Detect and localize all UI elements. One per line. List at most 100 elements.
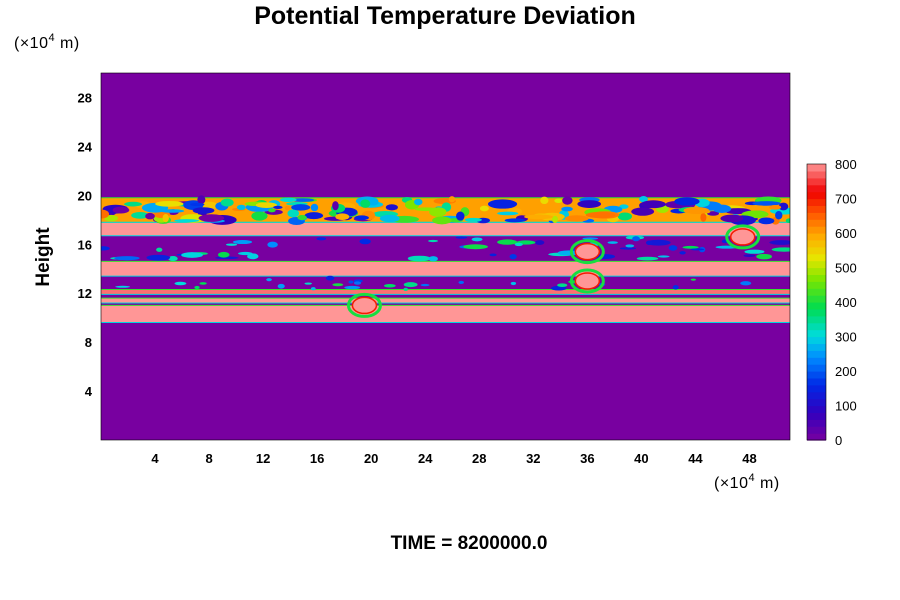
turbulent-blob xyxy=(674,197,700,206)
turbulent-blob xyxy=(268,208,276,213)
mid-blob xyxy=(428,256,438,262)
mid-blob xyxy=(455,236,468,239)
turbulent-blob xyxy=(752,201,781,206)
mid-blob xyxy=(497,239,518,245)
layer-0 xyxy=(101,305,790,323)
turbulent-blob xyxy=(360,199,371,208)
mid-blob xyxy=(489,253,497,257)
mid-blob xyxy=(607,241,618,244)
x-tick-label: 16 xyxy=(310,451,324,466)
colorbar-segment xyxy=(807,315,826,324)
colorbar-segment xyxy=(807,281,826,289)
turbulent-structures xyxy=(101,195,790,292)
turbulent-blob xyxy=(778,202,789,211)
mid-blob xyxy=(619,247,637,250)
colorbar-frame xyxy=(806,163,827,441)
turbulent-blob xyxy=(769,204,782,210)
x-axis-ticks: 4 8 12 16 20 24 28 32 36 40 44 48 xyxy=(151,451,756,466)
turbulent-blob xyxy=(758,217,775,225)
colorbar-tick-label: 700 xyxy=(835,192,857,207)
y-tick-label: 28 xyxy=(78,90,92,105)
mid-blob xyxy=(146,254,171,261)
turbulent-blob xyxy=(284,205,291,211)
low-blob xyxy=(174,281,187,286)
y-unit-label: (×104 m) xyxy=(14,32,80,52)
feature-core-2 xyxy=(351,296,378,315)
turbulent-blob xyxy=(554,198,563,204)
mid-blob xyxy=(267,241,278,248)
mid-blob xyxy=(471,237,483,242)
x-tick-label: 36 xyxy=(580,451,594,466)
mid-blob xyxy=(238,251,253,256)
turbulent-blob xyxy=(198,214,225,222)
mid-blob xyxy=(463,244,488,250)
low-blob xyxy=(690,278,696,281)
x-tick-label: 12 xyxy=(256,451,270,466)
low-blob xyxy=(310,287,316,291)
low-blob xyxy=(277,283,285,289)
colorbar-segment xyxy=(807,336,826,344)
turbulent-blob xyxy=(540,196,549,205)
turbulent-blob xyxy=(585,211,616,219)
feature-ring-0 xyxy=(569,239,605,265)
mid-blob xyxy=(509,253,517,260)
turbulent-blob xyxy=(564,215,589,222)
turbulent-blob xyxy=(504,218,526,223)
mid-blob xyxy=(514,242,523,247)
mid-blob xyxy=(534,240,545,245)
colorbar-segment xyxy=(807,170,826,179)
colorbar-segment xyxy=(807,343,826,351)
colorbar-segment xyxy=(807,191,826,200)
low-blob xyxy=(304,282,312,285)
colorbar xyxy=(806,163,827,441)
colorbar-segment xyxy=(807,426,826,434)
layer-1 xyxy=(101,298,790,303)
low-blob xyxy=(557,283,568,288)
turbulent-blob xyxy=(561,206,573,212)
colorbar-segment xyxy=(807,274,826,282)
colorbar-segment xyxy=(807,322,826,331)
turbulent-blob xyxy=(497,211,519,216)
feature-ring-3 xyxy=(725,224,761,250)
turbulent-blob xyxy=(479,205,489,212)
turbulent-blob xyxy=(287,209,300,218)
x-unit-label: (×104 m) xyxy=(714,472,780,492)
layer-4 xyxy=(101,222,790,236)
colorbar-segment xyxy=(807,371,826,379)
mid-blob xyxy=(769,240,790,245)
mid-blob xyxy=(316,237,327,241)
layer-2 xyxy=(101,289,790,295)
mid-blob xyxy=(636,256,659,261)
turbulent-blob xyxy=(448,196,456,203)
low-blob xyxy=(672,285,679,290)
chart-title: Potential Temperature Deviation xyxy=(254,2,636,30)
colorbar-segment xyxy=(807,260,826,269)
turbulent-blob xyxy=(124,201,142,207)
turbulent-blob xyxy=(155,200,184,207)
y-tick-label: 16 xyxy=(78,237,92,252)
low-blob xyxy=(383,283,396,288)
turbulent-blob xyxy=(112,206,130,214)
turbulent-blob xyxy=(551,215,559,223)
colorbar-segment xyxy=(807,419,826,427)
turbulent-blob xyxy=(297,215,307,221)
turbulent-blob xyxy=(639,196,648,203)
colorbar-segment xyxy=(807,253,826,262)
turbulent-blob xyxy=(720,214,744,223)
turbulent-blob xyxy=(413,198,423,206)
turbulent-blob xyxy=(251,211,268,221)
mid-blob xyxy=(657,255,670,258)
x-tick-label: 40 xyxy=(634,451,648,466)
colorbar-segment xyxy=(807,184,826,193)
turbulent-blob xyxy=(145,212,155,220)
mid-blob xyxy=(156,247,163,252)
colorbar-segment xyxy=(807,405,826,413)
colorbar-tick-label: 600 xyxy=(835,226,857,241)
turbulent-blob xyxy=(273,205,283,209)
colorbar-segment xyxy=(807,295,826,303)
turbulent-blob xyxy=(354,215,369,221)
turbulent-blob xyxy=(464,217,482,222)
y-tick-label: 20 xyxy=(78,188,92,203)
mid-blob xyxy=(114,256,140,261)
